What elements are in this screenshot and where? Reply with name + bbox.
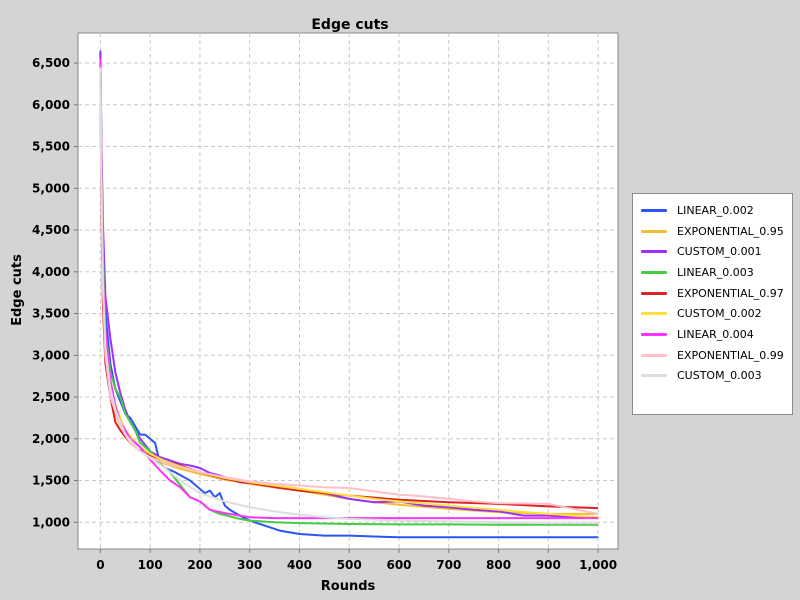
series-lines xyxy=(99,50,599,539)
legend-item: CUSTOM_0.002 xyxy=(633,303,792,324)
legend-swatch xyxy=(641,332,667,336)
grid xyxy=(78,33,618,549)
legend-label: CUSTOM_0.003 xyxy=(677,369,762,383)
x-tick-label: 900 xyxy=(536,558,561,572)
y-tick-label: 4,500 xyxy=(32,223,70,237)
y-tick-label: 3,500 xyxy=(32,307,70,321)
x-tick-label: 100 xyxy=(138,558,163,572)
x-tick-label: 500 xyxy=(337,558,362,572)
y-tick-label: 6,500 xyxy=(32,56,70,70)
legend-label: EXPONENTIAL_0.99 xyxy=(677,348,784,362)
chart-title: Edge cuts xyxy=(311,17,388,33)
y-tick-label: 1,500 xyxy=(32,474,70,488)
x-tick-label: 600 xyxy=(386,558,411,572)
legend-swatch xyxy=(641,250,667,254)
legend-item: EXPONENTIAL_0.99 xyxy=(633,345,792,366)
y-tick-label: 2,500 xyxy=(32,390,70,404)
axes: 0 100 200 300 400 500 600 700 800 900 1,000 1,000 1,… xyxy=(32,56,617,572)
legend-label: CUSTOM_0.001 xyxy=(677,245,762,259)
legend-label: LINEAR_0.003 xyxy=(677,265,754,279)
y-tick-label: 5,500 xyxy=(32,140,70,154)
y-tick-label: 5,000 xyxy=(32,181,70,195)
series-line-exponential-0-99 xyxy=(99,71,599,515)
legend-swatch xyxy=(641,208,667,212)
series-line-linear-0-004 xyxy=(99,58,599,520)
y-tick-label: 2,000 xyxy=(32,432,70,446)
x-tick-label: 400 xyxy=(287,558,312,572)
legend-item: LINEAR_0.002 xyxy=(633,200,792,221)
legend-label: LINEAR_0.004 xyxy=(677,327,754,341)
y-tick-label: 3,000 xyxy=(32,348,70,362)
legend-label: EXPONENTIAL_0.95 xyxy=(677,224,784,238)
series-line-custom-0-003 xyxy=(99,67,599,525)
legend-label: EXPONENTIAL_0.97 xyxy=(677,286,784,300)
legend-swatch xyxy=(641,291,667,295)
legend-swatch xyxy=(641,374,667,378)
x-tick-label: 700 xyxy=(436,558,461,572)
legend-swatch xyxy=(641,229,667,233)
legend-label: LINEAR_0.002 xyxy=(677,203,754,217)
legend-swatch xyxy=(641,270,667,274)
y-tick-label: 4,000 xyxy=(32,265,70,279)
y-tick-label: 6,000 xyxy=(32,98,70,112)
x-tick-label: 200 xyxy=(187,558,212,572)
series-line-linear-0-002 xyxy=(99,52,599,539)
x-tick-label: 1,000 xyxy=(579,558,617,572)
legend-item: LINEAR_0.003 xyxy=(633,262,792,283)
legend-label: CUSTOM_0.002 xyxy=(677,307,762,321)
x-tick-label: 800 xyxy=(486,558,511,572)
legend-item: CUSTOM_0.001 xyxy=(633,241,792,262)
legend-item: EXPONENTIAL_0.97 xyxy=(633,283,792,304)
legend-item: EXPONENTIAL_0.95 xyxy=(633,221,792,242)
legend-item: LINEAR_0.004 xyxy=(633,324,792,345)
y-tick-label: 1,000 xyxy=(32,515,70,529)
x-axis-label: Rounds xyxy=(321,579,376,594)
legend-swatch xyxy=(641,353,667,357)
plot-area xyxy=(77,32,619,550)
x-tick-label: 300 xyxy=(237,558,262,572)
x-tick-label: 0 xyxy=(96,558,104,572)
legend-item: CUSTOM_0.003 xyxy=(633,366,792,387)
legend: LINEAR_0.002 EXPONENTIAL_0.95 CUSTOM_0.001… xyxy=(632,193,793,415)
y-axis-label: Edge cuts xyxy=(10,254,25,326)
legend-swatch xyxy=(641,312,667,316)
